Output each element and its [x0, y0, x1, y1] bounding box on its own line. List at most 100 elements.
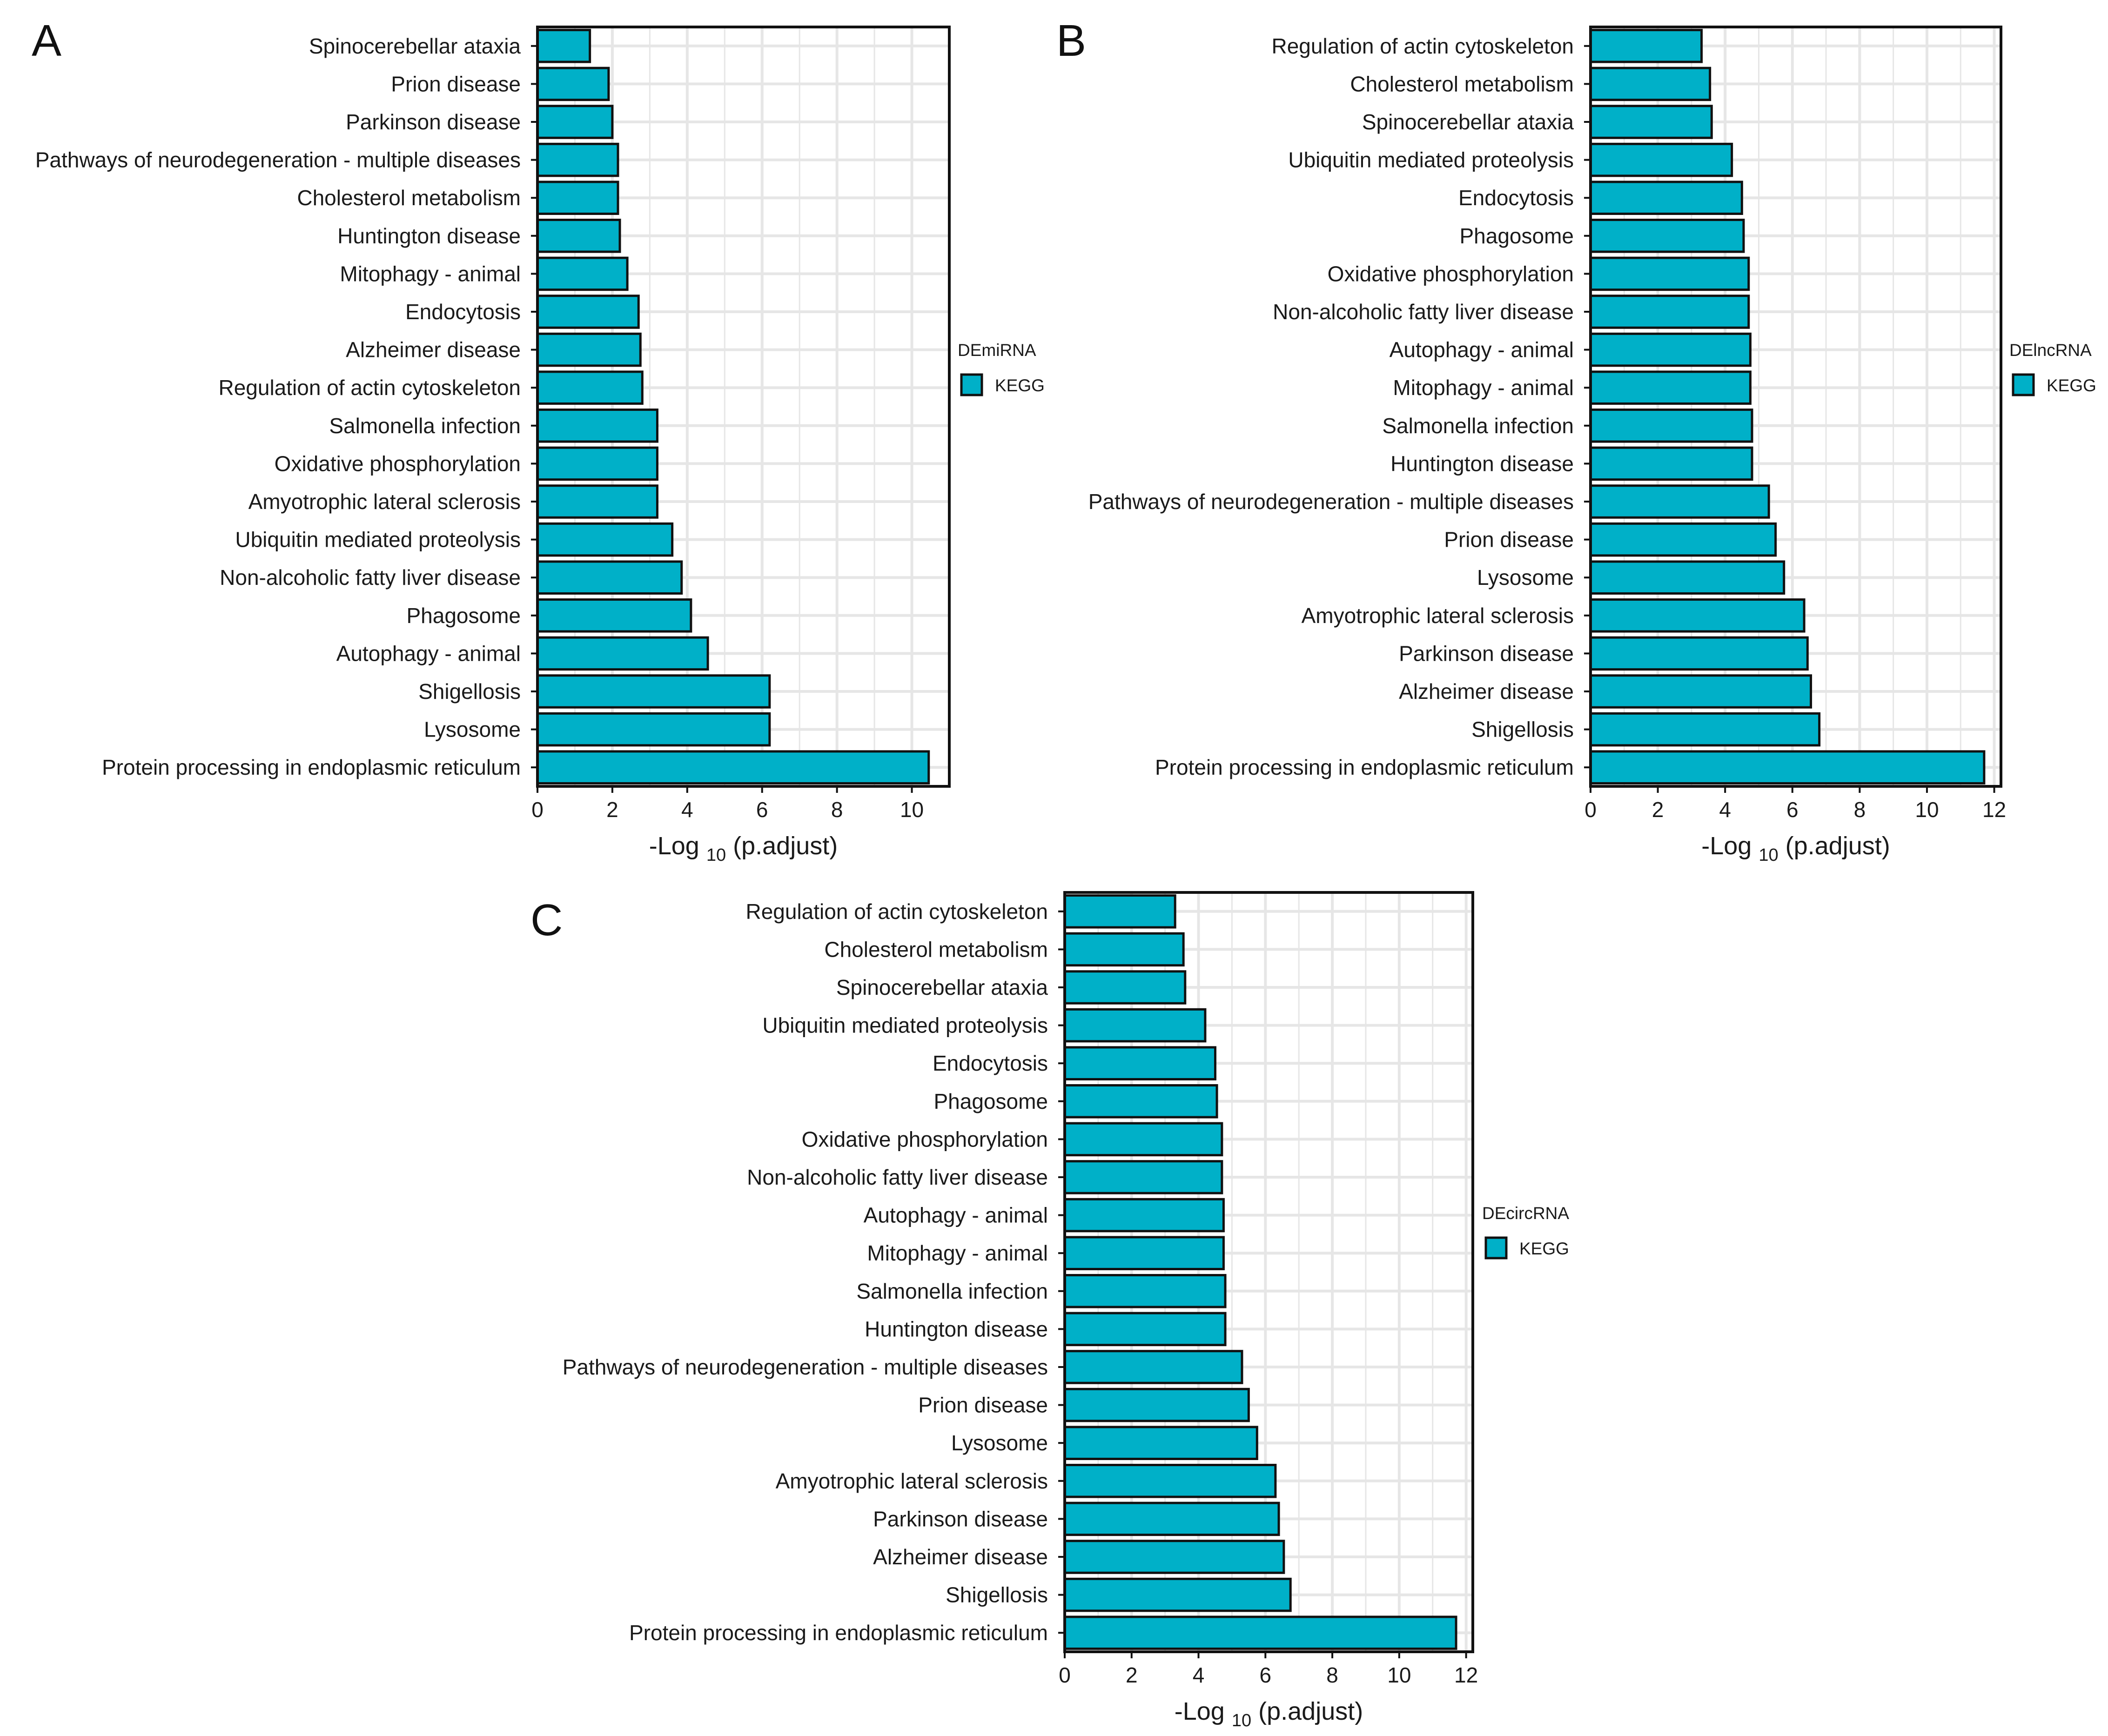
- bar: [1589, 636, 1809, 671]
- bar: [1589, 295, 1750, 329]
- category-label: Spinocerebellar ataxia: [836, 975, 1048, 999]
- bar: [1063, 1160, 1223, 1194]
- bar: [1589, 142, 1733, 177]
- bar: [1589, 522, 1777, 557]
- bar: [536, 295, 640, 329]
- category-label: Huntington disease: [1390, 451, 1574, 476]
- plot-frame: [536, 26, 951, 788]
- x-tick-label: 0: [1059, 1663, 1071, 1687]
- bar: [1589, 219, 1745, 253]
- category-label: Amyotrophic lateral sclerosis: [248, 489, 521, 514]
- bar: [536, 219, 621, 253]
- x-tick-label: 6: [1260, 1663, 1272, 1687]
- x-tick-label: 10: [900, 798, 924, 822]
- category-label: Alzheimer disease: [346, 338, 521, 362]
- panel-letter: A: [32, 16, 61, 66]
- category-label: Amyotrophic lateral sclerosis: [1302, 603, 1574, 628]
- bar: [1063, 1426, 1258, 1460]
- x-axis-title: -Log 10 (p.adjust): [1701, 832, 1890, 865]
- category-label: Parkinson disease: [873, 1507, 1048, 1531]
- panel-letter: B: [1056, 16, 1086, 66]
- plot-frame: [1589, 26, 2002, 788]
- category-label: Spinocerebellar ataxia: [309, 34, 521, 58]
- category-label: Oxidative phosphorylation: [275, 451, 521, 476]
- category-label: Alzheimer disease: [1399, 679, 1574, 704]
- x-tick-label: 8: [1326, 1663, 1338, 1687]
- bar: [1589, 560, 1786, 595]
- category-label: Parkinson disease: [1399, 641, 1574, 665]
- category-label: Ubiquitin mediated proteolysis: [235, 528, 521, 552]
- category-label: Oxidative phosphorylation: [1328, 261, 1574, 286]
- x-axis-title: -Log 10 (p.adjust): [1175, 1697, 1363, 1730]
- x-axis-title: -Log 10 (p.adjust): [649, 832, 838, 865]
- category-label: Lysosome: [424, 717, 521, 742]
- bar: [1589, 67, 1712, 101]
- category-label: Endocytosis: [405, 300, 521, 324]
- x-tick-label: 12: [1454, 1663, 1478, 1687]
- bar: [1063, 894, 1176, 929]
- bar: [536, 674, 771, 709]
- category-label: Alzheimer disease: [873, 1545, 1048, 1569]
- x-tick-label: 6: [756, 798, 768, 822]
- category-label: Pathways of neurodegeneration - multiple…: [563, 1355, 1048, 1379]
- category-label: Phagosome: [407, 603, 521, 628]
- bar: [536, 636, 709, 671]
- x-tick-label: 0: [531, 798, 544, 822]
- category-label: Ubiquitin mediated proteolysis: [1288, 148, 1574, 172]
- panel-b: Regulation of actin cytoskeleton Choleste…: [1056, 16, 2096, 865]
- legend-label: KEGG: [2047, 376, 2096, 395]
- category-label: Phagosome: [934, 1089, 1048, 1113]
- bar: [1063, 1008, 1207, 1043]
- bar: [536, 370, 644, 405]
- bar: [1589, 484, 1770, 519]
- x-tick-label: 10: [1915, 798, 1939, 822]
- x-tick-label: 0: [1584, 798, 1597, 822]
- category-label: Prion disease: [1444, 528, 1574, 552]
- panel-letter: C: [530, 895, 563, 945]
- category-label: Cholesterol metabolism: [824, 937, 1048, 961]
- bar: [1589, 598, 1806, 633]
- category-label: Mitophagy - animal: [340, 261, 521, 286]
- bar: [1063, 1464, 1277, 1498]
- category-label: Shigellosis: [418, 679, 521, 704]
- category-label: Shigellosis: [946, 1583, 1048, 1607]
- category-label: Endocytosis: [1458, 186, 1574, 210]
- category-label: Pathways of neurodegeneration - multiple…: [35, 148, 521, 172]
- category-label: Phagosome: [1460, 224, 1574, 248]
- bar: [1589, 750, 1986, 784]
- legend-key: [2012, 373, 2035, 396]
- bar: [1589, 256, 1750, 291]
- bar: [536, 142, 619, 177]
- bar: [1063, 1122, 1223, 1157]
- bar: [1589, 105, 1713, 139]
- category-label: Protein processing in endoplasmic reticu…: [1155, 755, 1574, 779]
- category-label: Amyotrophic lateral sclerosis: [776, 1469, 1048, 1493]
- category-label: Mitophagy - animal: [1393, 375, 1574, 400]
- bar: [1589, 712, 1821, 747]
- bar: [536, 560, 683, 595]
- bar: [536, 598, 692, 633]
- legend-key: [1484, 1236, 1508, 1260]
- bar: [1589, 370, 1752, 405]
- category-label: Endocytosis: [933, 1051, 1048, 1075]
- legend-title: DElncRNA: [2009, 341, 2092, 360]
- x-tick-label: 12: [1982, 798, 2006, 822]
- bar: [1589, 29, 1703, 63]
- legend-label: KEGG: [995, 376, 1045, 395]
- bar: [1063, 1615, 1457, 1650]
- plot-frame: [1063, 891, 1474, 1653]
- legend-title: DEmiRNA: [958, 341, 1036, 360]
- bar: [536, 29, 591, 63]
- category-label: Parkinson disease: [346, 110, 521, 134]
- category-label: Protein processing in endoplasmic reticu…: [629, 1621, 1048, 1645]
- x-tick-label: 4: [1719, 798, 1731, 822]
- category-label: Huntington disease: [865, 1317, 1048, 1341]
- bar: [536, 181, 619, 215]
- category-label: Lysosome: [1477, 565, 1574, 590]
- bar: [1063, 1387, 1250, 1422]
- bar: [536, 484, 658, 519]
- category-label: Huntington disease: [337, 224, 521, 248]
- x-tick-label: 2: [1126, 1663, 1138, 1687]
